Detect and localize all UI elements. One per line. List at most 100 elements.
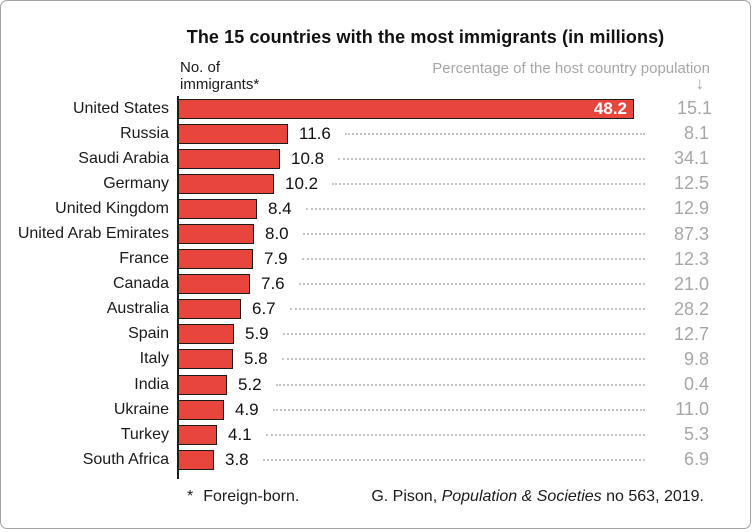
- chart-row: Spain 5.9 12.7: [1, 322, 750, 347]
- percentage-value: 8.1: [683, 123, 709, 144]
- chart-row: Saudi Arabia 10.8 34.1: [1, 146, 750, 171]
- chart-row: South Africa 3.8 6.9: [1, 447, 750, 472]
- immigrants-bar: [178, 224, 254, 245]
- percentage-value: 12.9: [673, 198, 709, 219]
- chart-row: United States 48.2 15.1: [1, 96, 750, 121]
- immigrants-bar: 48.2: [178, 98, 634, 119]
- leader-dots: [289, 308, 645, 311]
- country-label: Spain: [128, 325, 169, 343]
- source-journal: Population & Societies: [441, 488, 602, 505]
- chart-row: United Arab Emirates 8.0 87.3: [1, 221, 750, 246]
- immigrants-value: 5.9: [245, 324, 269, 344]
- country-label: Russia: [120, 124, 169, 142]
- leader-dots: [301, 258, 645, 261]
- chart-row: Turkey 4.1 5.3: [1, 422, 750, 447]
- immigrants-bar: [178, 399, 224, 420]
- percentage-value: 28.2: [673, 298, 709, 319]
- source-suffix: no 563, 2019.: [601, 488, 704, 505]
- immigrants-value: 11.6: [299, 123, 331, 143]
- leader-dots: [298, 283, 645, 286]
- chart-row: India 5.2 0.4: [1, 372, 750, 397]
- source-prefix: G. Pison,: [371, 488, 442, 505]
- immigrants-bar: [178, 173, 274, 194]
- chart-row: United Kingdom 8.4 12.9: [1, 196, 750, 221]
- leader-dots: [305, 207, 645, 210]
- country-label: United Kingdom: [55, 199, 169, 217]
- arrow-down-icon: ↓: [695, 74, 705, 93]
- percentage-value: 21.0: [673, 273, 709, 294]
- country-label: South Africa: [82, 450, 169, 468]
- footnote-marker: *: [187, 488, 194, 505]
- country-label: United Arab Emirates: [17, 225, 169, 243]
- footnote: * Foreign-born.: [187, 488, 299, 506]
- percentage-value: 11.0: [675, 399, 709, 420]
- immigrants-value: 10.2: [285, 173, 319, 193]
- immigrants-value: 7.6: [261, 274, 285, 294]
- immigrants-value: 6.7: [252, 299, 276, 319]
- percentage-value: 12.3: [673, 248, 709, 269]
- country-label: Italy: [139, 350, 169, 368]
- percentage-value: 5.3: [683, 424, 709, 445]
- left-axis-note-line2: immigrants*: [180, 76, 260, 93]
- country-label: France: [119, 250, 169, 268]
- immigrants-bar: [178, 349, 233, 370]
- percentage-value: 15.1: [676, 98, 712, 119]
- leader-dots: [344, 132, 645, 135]
- immigrants-bar: [178, 274, 250, 295]
- chart-row: Ukraine 4.9 11.0: [1, 397, 750, 422]
- leader-dots: [332, 182, 645, 185]
- immigrants-bar: [178, 449, 214, 470]
- immigrants-bar: [178, 249, 253, 270]
- percentage-value: 12.7: [673, 323, 709, 344]
- country-label: Australia: [106, 300, 169, 318]
- immigrants-value: 4.9: [235, 399, 259, 419]
- left-axis-note-line1: No. of: [180, 59, 221, 76]
- chart-title: The 15 countries with the most immigrant…: [186, 27, 665, 47]
- immigrants-bar: [178, 424, 217, 445]
- chart-row: France 7.9 12.3: [1, 247, 750, 272]
- country-label: Canada: [112, 275, 169, 293]
- country-label: Ukraine: [113, 400, 169, 418]
- immigrants-value: 48.2: [593, 98, 627, 118]
- leader-dots: [275, 383, 645, 386]
- leader-dots: [262, 458, 645, 461]
- country-label: United States: [72, 99, 169, 117]
- percentage-value: 9.8: [683, 348, 709, 369]
- country-label: Saudi Arabia: [78, 149, 169, 167]
- leader-dots: [338, 157, 645, 160]
- chart-row: Russia 11.6 8.1: [1, 121, 750, 146]
- leader-dots: [281, 358, 645, 361]
- chart-row: Germany 10.2 12.5: [1, 171, 750, 196]
- percentage-value: 87.3: [673, 223, 709, 244]
- percentage-column-header: Percentage of the host country populatio…: [432, 60, 710, 77]
- immigrants-value: 5.8: [244, 349, 268, 369]
- immigrants-value: 8.0: [265, 224, 289, 244]
- immigrants-value: 8.4: [268, 198, 292, 218]
- leader-dots: [272, 408, 645, 411]
- leader-dots: [265, 433, 645, 436]
- immigrants-bar: [178, 324, 234, 345]
- country-label: Germany: [103, 174, 169, 192]
- source-citation: G. Pison, Population & Societies no 563,…: [371, 488, 704, 506]
- percentage-value: 12.5: [673, 173, 709, 194]
- immigrants-bar: [178, 148, 280, 169]
- country-label: Turkey: [120, 425, 169, 443]
- immigrants-bar: [178, 374, 227, 395]
- immigrants-value: 7.9: [264, 249, 288, 269]
- immigrants-bar: [178, 299, 241, 320]
- immigrants-bar: [178, 123, 288, 144]
- immigrants-value: 5.2: [238, 374, 262, 394]
- footnote-text: Foreign-born.: [203, 488, 300, 505]
- country-label: India: [134, 375, 169, 393]
- leader-dots: [302, 233, 645, 236]
- immigrants-value: 3.8: [225, 449, 249, 469]
- left-axis-note: No. of immigrants*: [180, 59, 259, 93]
- chart-row: Canada 7.6 21.0: [1, 272, 750, 297]
- chart-row: Australia 6.7 28.2: [1, 297, 750, 322]
- immigrants-value: 10.8: [291, 148, 325, 168]
- bar-rows: United States 48.2 15.1 Russia 11.6 8.1 Saudi …: [1, 96, 750, 472]
- percentage-value: 6.9: [683, 449, 709, 470]
- immigrants-bar: [178, 198, 257, 219]
- percentage-value: 0.4: [683, 374, 709, 395]
